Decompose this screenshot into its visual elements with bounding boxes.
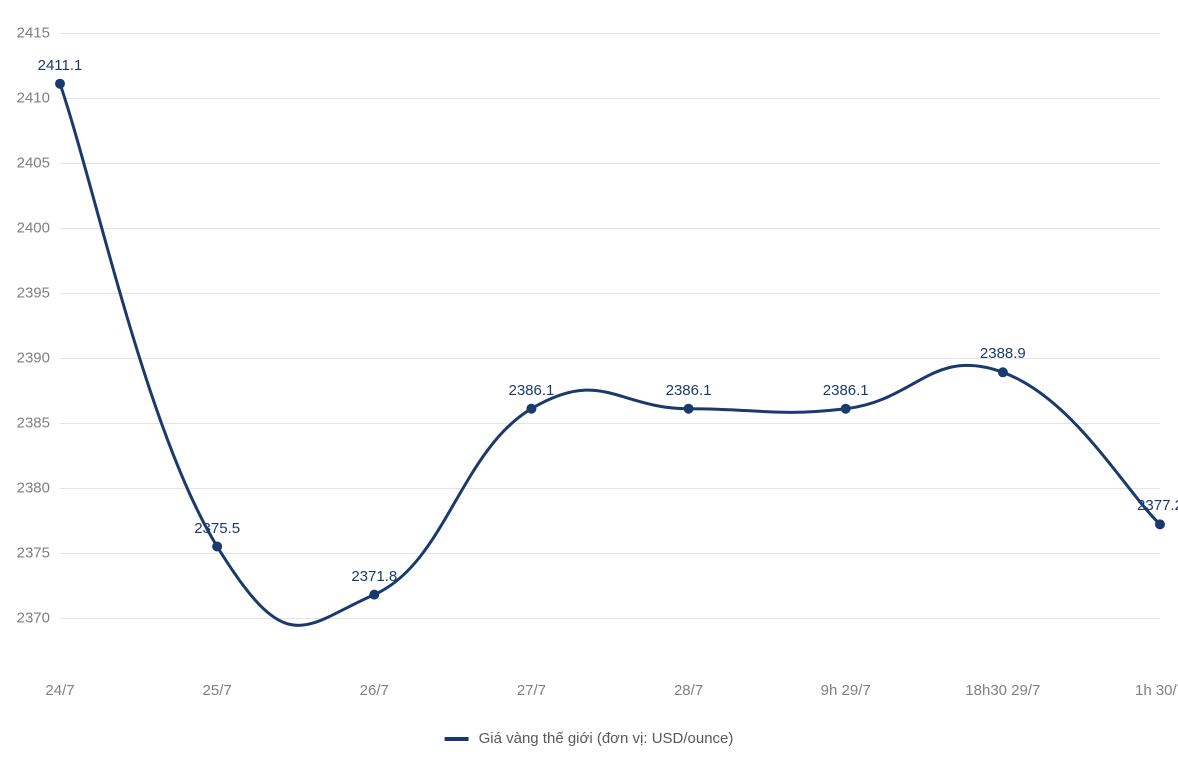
x-tick-label: 9h 29/7 [821, 670, 871, 699]
y-tick-label: 2395 [17, 285, 60, 302]
data-label: 2386.1 [666, 382, 712, 399]
data-label: 2386.1 [823, 382, 869, 399]
y-tick-label: 2390 [17, 350, 60, 367]
plot-area: 2370237523802385239023952400240524102415… [60, 20, 1160, 670]
x-tick-label: 27/7 [517, 670, 546, 699]
y-tick-label: 2375 [17, 545, 60, 562]
x-tick-label: 1h 30/7 [1135, 670, 1178, 699]
y-tick-label: 2405 [17, 155, 60, 172]
data-label: 2386.1 [508, 382, 554, 399]
x-tick-label: 26/7 [360, 670, 389, 699]
data-label: 2377.2 [1137, 497, 1178, 514]
y-tick-label: 2400 [17, 220, 60, 237]
data-label: 2375.5 [194, 520, 240, 537]
data-point[interactable] [684, 404, 694, 414]
y-tick-label: 2415 [17, 25, 60, 42]
data-point[interactable] [841, 404, 851, 414]
data-label: 2411.1 [38, 57, 83, 74]
data-point[interactable] [526, 404, 536, 414]
x-tick-label: 18h30 29/7 [965, 670, 1040, 699]
legend-swatch [445, 737, 469, 741]
data-label: 2371.8 [351, 568, 397, 585]
y-tick-label: 2370 [17, 610, 60, 627]
x-tick-label: 24/7 [45, 670, 74, 699]
x-tick-label: 25/7 [203, 670, 232, 699]
x-tick-label: 28/7 [674, 670, 703, 699]
data-point[interactable] [1155, 519, 1165, 529]
data-point[interactable] [998, 367, 1008, 377]
chart-legend: Giá vàng thế giới (đơn vị: USD/ounce) [445, 730, 734, 747]
data-point[interactable] [369, 590, 379, 600]
y-tick-label: 2410 [17, 90, 60, 107]
y-tick-label: 2385 [17, 415, 60, 432]
data-label: 2388.9 [980, 345, 1026, 362]
legend-label: Giá vàng thế giới (đơn vị: USD/ounce) [479, 730, 734, 747]
gold-price-chart: 2370 2375 2380 2385 2390 2395 2400 2405 2410 2415… [0, 0, 1178, 771]
data-point[interactable] [55, 79, 65, 89]
y-tick-label: 2380 [17, 480, 60, 497]
data-point[interactable] [212, 542, 222, 552]
